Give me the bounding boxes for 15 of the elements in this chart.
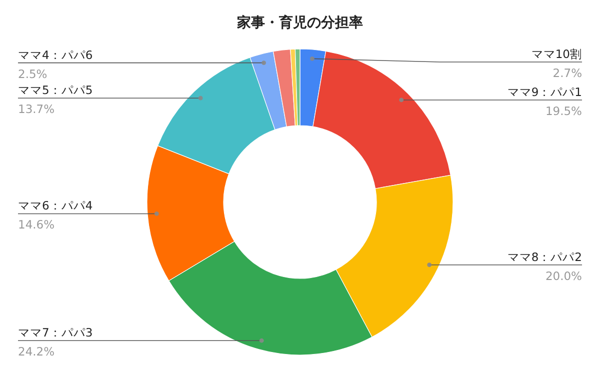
data-label: 24.2% — [18, 344, 55, 359]
slice-label: ママ5：パパ5 — [18, 83, 93, 98]
slice-label: ママ4：パパ6 — [18, 48, 93, 62]
chart-title: 家事・育児の分担率 — [236, 14, 363, 31]
data-label: 20.0% — [545, 268, 582, 283]
data-label: 19.5% — [545, 104, 582, 118]
slice-label: ママ10割 — [531, 47, 582, 61]
slice-label: ママ7：パパ3 — [18, 326, 93, 340]
slice-label: ママ6：パパ4 — [18, 198, 93, 213]
slice-label: ママ9：パパ1 — [507, 84, 582, 99]
data-label: 13.7% — [18, 102, 55, 116]
data-label: 2.7% — [552, 66, 582, 80]
slice-label: ママ8：パパ2 — [507, 250, 582, 264]
data-label: 2.5% — [18, 66, 48, 81]
data-label: 14.6% — [18, 218, 55, 232]
